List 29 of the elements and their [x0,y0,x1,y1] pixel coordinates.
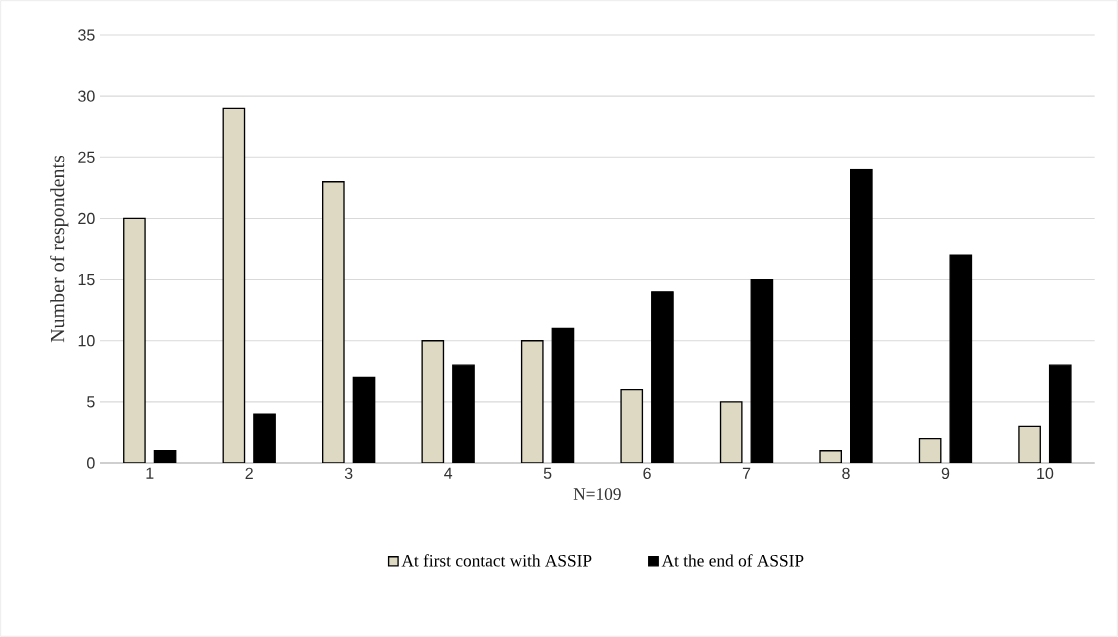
bar [222,107,246,463]
bar [322,181,345,463]
y-tick-label: 30 [78,90,95,102]
y-tick-label: 15 [78,274,95,286]
x-tick-label: 2 [245,467,253,479]
x-tick-label: 9 [941,467,950,480]
x-tick-label: 3 [344,467,353,480]
y-tick-label: 35 [78,29,95,41]
y-tick-label: 5 [87,396,95,408]
y-tick-label: 25 [78,151,95,163]
y-tick-label: 0 [87,457,95,469]
bar [421,340,445,463]
x-tick-label: 4 [444,467,453,479]
y-tick-label: 20 [78,212,95,225]
y-axis-title: Number of respondents [50,155,69,343]
bar [620,388,644,463]
x-axis-title: N=109 [573,488,621,500]
bar [719,401,743,463]
x-tick-label: 7 [742,467,751,479]
legend-label: At the end of ASSIP [661,554,804,567]
x-tick-label: 10 [1037,467,1054,480]
x-tick-label: 1 [146,467,154,479]
bar [520,340,544,463]
x-tick-label: 5 [543,467,552,479]
x-tick-label: 6 [643,467,651,480]
bar [123,217,146,463]
x-tick-label: 8 [842,467,850,480]
legend-label: At first contact with ASSIP [401,554,592,567]
y-tick-label: 10 [78,335,95,347]
